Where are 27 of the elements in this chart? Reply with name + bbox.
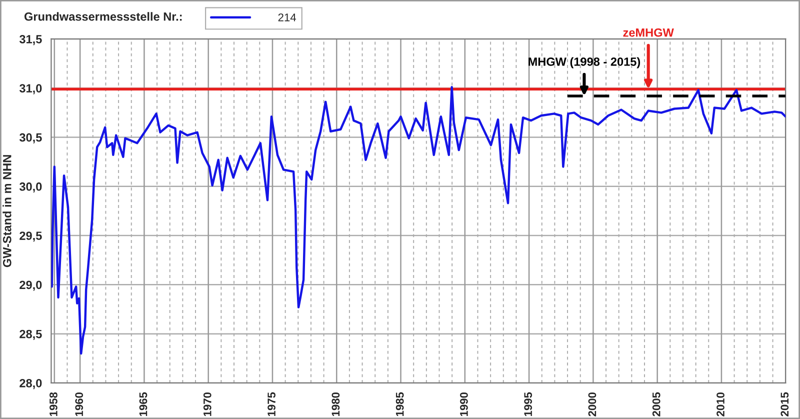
y-tick-label: 29,5: [20, 232, 42, 242]
x-tick-label: 1985: [396, 392, 404, 416]
annotation: MHGW (1998 - 2015): [528, 57, 640, 68]
line-series: [51, 86, 786, 355]
y-tick-label: 31,5: [19, 35, 42, 46]
x-tick-label: 2000: [588, 392, 596, 416]
text: 214: [278, 14, 296, 22]
y-tick-label: 28,0: [20, 379, 42, 390]
x-tick-label: 1970: [203, 392, 212, 416]
x-tick-label: 1965: [139, 392, 148, 416]
x-tick-label: 1990: [460, 392, 468, 416]
y-tick-label: 30,5: [19, 133, 42, 144]
annotation: zeMHGW: [623, 28, 674, 37]
x-tick-label: 2005: [652, 392, 660, 416]
x-tick-label: 1958: [50, 392, 58, 416]
y-tick-label: 28,5: [20, 330, 42, 340]
x-tick-label: 1960: [75, 392, 84, 416]
y-tick-label: 31,0: [19, 84, 42, 94]
y-axis-title: GW-Stand in m NHN: [2, 155, 12, 268]
x-tick-label: 2010: [716, 392, 724, 416]
x-tick-label: 1980: [332, 392, 340, 416]
x-tick-label: 2015: [780, 392, 789, 416]
y-tick-label: 30,0: [19, 182, 42, 192]
y-tick-label: 29,0: [20, 280, 42, 291]
x-tick-label: 1975: [268, 392, 276, 416]
legend-title: Grundwassermessstelle Nr.:: [24, 12, 182, 21]
x-tick-label: 1995: [524, 392, 532, 416]
